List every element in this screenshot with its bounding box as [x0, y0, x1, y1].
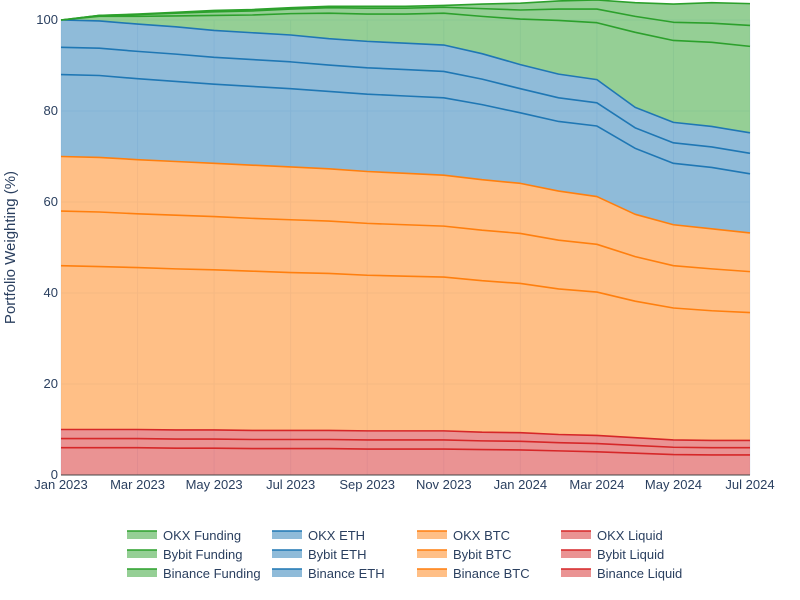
x-tick-label: Jul 2024: [725, 477, 774, 492]
legend-swatch: [272, 531, 302, 539]
legend-label: Binance ETH: [308, 566, 385, 581]
legend-item-okx-funding[interactable]: OKX Funding: [127, 528, 241, 543]
x-tick-label: Sep 2023: [339, 477, 395, 492]
area-okx-funding[interactable]: [61, 0, 750, 26]
area-binance-liquid[interactable]: [61, 447, 750, 475]
legend-item-bybit-liquid[interactable]: Bybit Liquid: [561, 547, 664, 562]
legend-swatch: [561, 550, 591, 558]
area-binance-btc[interactable]: [61, 265, 750, 441]
legend-label: OKX Funding: [163, 528, 241, 543]
legend-label: Binance Funding: [163, 566, 261, 581]
legend-label: Binance Liquid: [597, 566, 682, 581]
line-bybit-btc: [60, 210, 751, 273]
line-binance-eth: [60, 73, 751, 175]
y-tick-label: 60: [44, 194, 58, 209]
x-tick-label: Mar 2023: [110, 477, 165, 492]
series-lines: [60, 0, 751, 456]
area-okx-btc[interactable]: [61, 156, 750, 272]
y-tick-label: 80: [44, 103, 58, 118]
line-binance-liquid: [61, 446, 750, 456]
legend-label: OKX BTC: [453, 528, 510, 543]
axes: 0 20 40 60 80 100 Jan 2023 Mar 2023 May 2023 Jul …: [2, 12, 775, 492]
area-bybit-funding[interactable]: [61, 7, 750, 47]
x-tick-label: Mar 2024: [569, 477, 624, 492]
area-okx-liquid[interactable]: [61, 429, 750, 448]
y-axis-title: Portfolio Weighting (%): [2, 171, 19, 324]
legend-swatch: [417, 569, 447, 577]
legend-label: Bybit ETH: [308, 547, 367, 562]
legend-item-okx-btc[interactable]: OKX BTC: [417, 528, 510, 543]
x-tick-label: May 2024: [645, 477, 702, 492]
x-tick-label: Jan 2024: [494, 477, 548, 492]
line-okx-funding: [60, 0, 751, 21]
legend-item-binance-eth[interactable]: Binance ETH: [272, 566, 385, 581]
legend-label: Binance BTC: [453, 566, 530, 581]
line-okx-eth: [60, 19, 751, 134]
y-tick-label: 0: [51, 467, 58, 482]
line-okx-btc: [60, 155, 751, 234]
legend-item-bybit-btc[interactable]: Bybit BTC: [417, 547, 512, 562]
area-bybit-eth[interactable]: [61, 47, 750, 174]
line-bybit-liquid: [61, 437, 750, 449]
area-binance-funding[interactable]: [61, 13, 750, 133]
legend-item-binance-liquid[interactable]: Binance Liquid: [561, 566, 682, 581]
y-tick-label: 20: [44, 376, 58, 391]
x-tick-label: Jan 2023: [34, 477, 88, 492]
legend-swatch: [417, 550, 447, 558]
legend-label: OKX ETH: [308, 528, 365, 543]
x-tick-label: Jul 2023: [266, 477, 315, 492]
legend-swatch: [127, 550, 157, 558]
y-tick-label: 100: [36, 12, 58, 27]
legend-label: Bybit Liquid: [597, 547, 664, 562]
legend-label: Bybit Funding: [163, 547, 243, 562]
line-binance-btc: [60, 264, 751, 314]
legend-label: Bybit BTC: [453, 547, 512, 562]
legend-swatch: [561, 531, 591, 539]
legend: OKX Funding OKX ETH OKX BTC OKX Liquid Bybit…: [127, 528, 682, 581]
legend-swatch: [417, 531, 447, 539]
line-bybit-funding: [60, 6, 751, 27]
area-bybit-btc[interactable]: [61, 211, 750, 313]
legend-item-bybit-funding[interactable]: Bybit Funding: [127, 547, 243, 562]
x-tick-label: May 2023: [186, 477, 243, 492]
area-okx-eth[interactable]: [61, 20, 750, 154]
legend-swatch: [127, 531, 157, 539]
x-tick-label: Nov 2023: [416, 477, 472, 492]
legend-swatch: [272, 550, 302, 558]
line-binance-funding: [60, 12, 751, 48]
legend-item-binance-btc[interactable]: Binance BTC: [417, 566, 530, 581]
line-bybit-eth: [60, 46, 751, 155]
legend-swatch: [561, 569, 591, 577]
legend-item-okx-eth[interactable]: OKX ETH: [272, 528, 365, 543]
legend-label: OKX Liquid: [597, 528, 663, 543]
legend-item-okx-liquid[interactable]: OKX Liquid: [561, 528, 663, 543]
legend-item-bybit-eth[interactable]: Bybit ETH: [272, 547, 367, 562]
y-tick-label: 40: [44, 285, 58, 300]
area-series: [61, 0, 750, 475]
legend-swatch: [272, 569, 302, 577]
legend-item-binance-funding[interactable]: Binance Funding: [127, 566, 261, 581]
line-okx-liquid: [61, 428, 750, 442]
legend-swatch: [127, 569, 157, 577]
